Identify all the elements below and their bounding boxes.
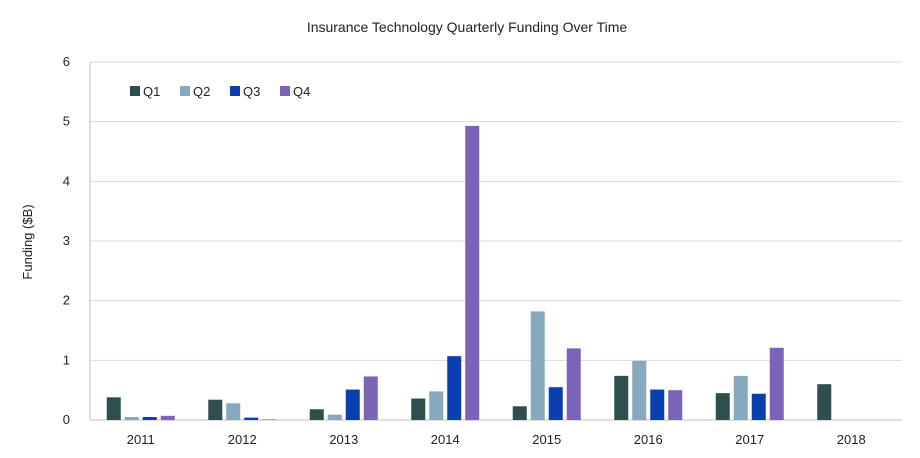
legend-swatch-q2 xyxy=(180,86,190,96)
bar-q3-2011 xyxy=(142,417,157,420)
x-tick-label: 2017 xyxy=(735,432,764,447)
bar-q4-2013 xyxy=(363,376,378,420)
bar-q4-2015 xyxy=(566,348,581,420)
bar-q3-2012 xyxy=(244,417,259,420)
x-tick-label: 2012 xyxy=(228,432,257,447)
bars xyxy=(106,125,832,421)
y-tick-label: 2 xyxy=(63,293,70,308)
chart-title: Insurance Technology Quarterly Funding O… xyxy=(307,19,628,35)
legend-label-q1: Q1 xyxy=(143,84,160,99)
bar-q2-2014 xyxy=(429,391,444,420)
bar-q1-2013 xyxy=(309,409,324,420)
bar-q1-2014 xyxy=(411,398,426,420)
bar-q4-2017 xyxy=(769,347,784,420)
bar-q3-2013 xyxy=(345,389,360,420)
bar-q3-2014 xyxy=(447,356,462,420)
y-tick-label: 3 xyxy=(63,233,70,248)
y-tick-label: 1 xyxy=(63,352,70,367)
bar-q2-2016 xyxy=(632,360,647,420)
legend-swatch-q4 xyxy=(280,86,290,96)
bar-q3-2016 xyxy=(650,389,665,420)
bar-q2-2011 xyxy=(124,417,139,420)
bar-q4-2012 xyxy=(262,419,277,420)
bar-q1-2012 xyxy=(208,399,223,420)
y-tick-label: 5 xyxy=(63,114,70,129)
bar-q1-2016 xyxy=(614,375,629,420)
y-tick-label: 6 xyxy=(63,54,70,69)
bar-q2-2012 xyxy=(226,403,241,420)
bar-q2-2013 xyxy=(327,414,342,420)
x-tick-label: 2013 xyxy=(329,432,358,447)
gridlines xyxy=(89,61,902,421)
x-tick-label: 2011 xyxy=(127,432,155,447)
legend-label-q2: Q2 xyxy=(193,84,210,99)
bar-q4-2014 xyxy=(465,125,480,421)
bar-q1-2011 xyxy=(106,397,121,420)
x-tick-label: 2014 xyxy=(431,432,460,447)
bar-q3-2017 xyxy=(751,393,766,420)
x-axis-ticks: 2011 2012 2013 2014 2015 2016 2017 2018 xyxy=(127,432,866,447)
legend-label-q3: Q3 xyxy=(243,84,260,99)
bar-q2-2015 xyxy=(530,311,545,420)
legend-swatch-q3 xyxy=(230,86,240,96)
bar-q1-2017 xyxy=(715,393,730,420)
bar-q1-2018 xyxy=(817,384,832,420)
x-tick-label: 2016 xyxy=(634,432,663,447)
bar-q4-2011 xyxy=(160,415,175,420)
bar-q3-2015 xyxy=(548,387,563,420)
y-axis-label: Funding ($B) xyxy=(20,204,35,279)
y-tick-label: 4 xyxy=(63,173,70,188)
bar-q4-2016 xyxy=(668,390,683,420)
y-tick-label: 0 xyxy=(63,412,70,427)
bar-q1-2015 xyxy=(512,406,527,420)
legend-swatch-q1 xyxy=(130,86,140,96)
y-axis-ticks: 0 1 2 3 4 5 6 xyxy=(63,54,70,427)
legend: Q1 Q2 Q3 Q4 xyxy=(130,84,310,99)
bar-q2-2017 xyxy=(733,375,748,420)
legend-label-q4: Q4 xyxy=(293,84,310,99)
x-tick-label: 2015 xyxy=(532,432,561,447)
x-tick-label: 2018 xyxy=(837,432,866,447)
